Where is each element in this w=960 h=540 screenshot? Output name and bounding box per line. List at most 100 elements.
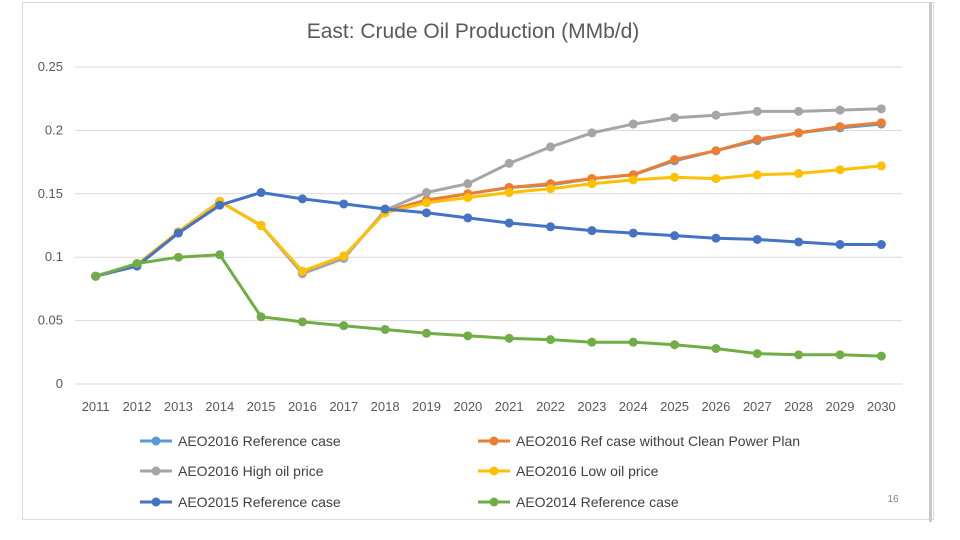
data-point <box>173 228 183 238</box>
frame-edge <box>929 2 932 522</box>
y-tick-label: 0.1 <box>45 249 63 264</box>
data-point <box>421 208 431 218</box>
x-tick-label: 2016 <box>288 399 317 414</box>
legend: AEO2016 Reference case AEO2016 Ref case w… <box>140 433 800 510</box>
data-point <box>711 343 721 353</box>
series-line <box>94 107 883 278</box>
data-point <box>132 259 142 269</box>
data-point <box>504 218 514 228</box>
series-line <box>94 121 883 278</box>
data-point <box>546 222 556 232</box>
data-point <box>628 228 638 238</box>
data-point <box>297 317 307 327</box>
y-tick-label: 0.15 <box>38 186 63 201</box>
data-point <box>876 161 886 171</box>
data-point <box>752 134 762 144</box>
legend-item: AEO2016 Reference case <box>140 433 341 449</box>
data-point <box>380 204 390 214</box>
data-point <box>256 188 266 198</box>
data-point <box>670 113 680 123</box>
data-point <box>835 240 845 250</box>
legend-item: AEO2016 High oil price <box>140 463 324 479</box>
data-point <box>546 335 556 345</box>
page-number: 16 <box>887 494 899 505</box>
chart-title: East: Crude Oil Production (MMb/d) <box>307 20 640 43</box>
x-tick-label: 2013 <box>164 399 193 414</box>
data-point <box>463 179 473 189</box>
data-point <box>794 128 804 138</box>
data-point <box>794 237 804 247</box>
data-point <box>380 324 390 334</box>
data-point <box>711 110 721 120</box>
y-tick-label: 0.05 <box>38 313 63 328</box>
data-point <box>670 172 680 182</box>
legend-item: AEO2014 Reference case <box>478 494 679 510</box>
legend-marker <box>151 436 161 446</box>
data-point <box>752 106 762 116</box>
legend-item: AEO2016 Ref case without Clean Power Pla… <box>478 433 800 449</box>
legend-label: AEO2015 Reference case <box>178 494 341 510</box>
data-point <box>339 251 349 261</box>
legend-label: AEO2014 Reference case <box>516 494 679 510</box>
data-point <box>463 331 473 341</box>
data-point <box>173 252 183 262</box>
x-tick-label: 2024 <box>619 399 648 414</box>
data-point <box>711 146 721 156</box>
x-tick-label: 2019 <box>412 399 441 414</box>
y-axis: 0 0.05 0.1 0.15 0.2 0.25 <box>38 59 63 391</box>
data-point <box>876 118 886 128</box>
x-tick-label: 2015 <box>247 399 276 414</box>
x-tick-label: 2027 <box>743 399 772 414</box>
data-point <box>421 198 431 208</box>
data-point <box>835 105 845 115</box>
legend-label: AEO2016 Low oil price <box>516 463 659 479</box>
data-point <box>670 231 680 241</box>
series-5 <box>91 250 886 361</box>
x-tick-label: 2022 <box>536 399 565 414</box>
data-point <box>628 337 638 347</box>
data-point <box>215 250 225 260</box>
legend-label: AEO2016 High oil price <box>178 463 324 479</box>
data-point <box>876 104 886 114</box>
data-point <box>215 200 225 210</box>
data-point <box>711 174 721 184</box>
data-point <box>587 226 597 236</box>
x-tick-label: 2020 <box>453 399 482 414</box>
data-point <box>876 351 886 361</box>
series-line <box>94 122 883 278</box>
y-tick-label: 0 <box>56 376 63 391</box>
chart-frame <box>22 2 934 520</box>
data-point <box>504 333 514 343</box>
x-tick-label: 2030 <box>867 399 896 414</box>
data-point <box>587 179 597 189</box>
series-group <box>91 104 886 361</box>
data-point <box>339 321 349 331</box>
data-point <box>546 184 556 194</box>
data-point <box>587 128 597 138</box>
legend-marker <box>151 466 161 476</box>
data-point <box>421 188 431 198</box>
data-point <box>297 266 307 276</box>
data-point <box>835 165 845 175</box>
x-axis: 2011 2012 2013 2014 2015 2016 2017 2018 2019 2020… <box>82 399 896 414</box>
legend-marker <box>489 466 499 476</box>
series-3 <box>91 161 886 281</box>
data-point <box>297 194 307 204</box>
series-line <box>94 253 883 358</box>
x-tick-label: 2028 <box>784 399 813 414</box>
x-tick-label: 2014 <box>205 399 234 414</box>
data-point <box>587 337 597 347</box>
data-point <box>876 240 886 250</box>
y-tick-label: 0.25 <box>38 59 63 74</box>
legend-marker <box>489 436 499 446</box>
x-tick-label: 2011 <box>82 399 110 414</box>
data-point <box>752 234 762 244</box>
legend-marker <box>151 497 161 507</box>
data-point <box>628 119 638 129</box>
legend-item: AEO2016 Low oil price <box>478 463 659 479</box>
data-point <box>339 199 349 209</box>
series-line <box>94 164 883 278</box>
data-point <box>256 312 266 322</box>
